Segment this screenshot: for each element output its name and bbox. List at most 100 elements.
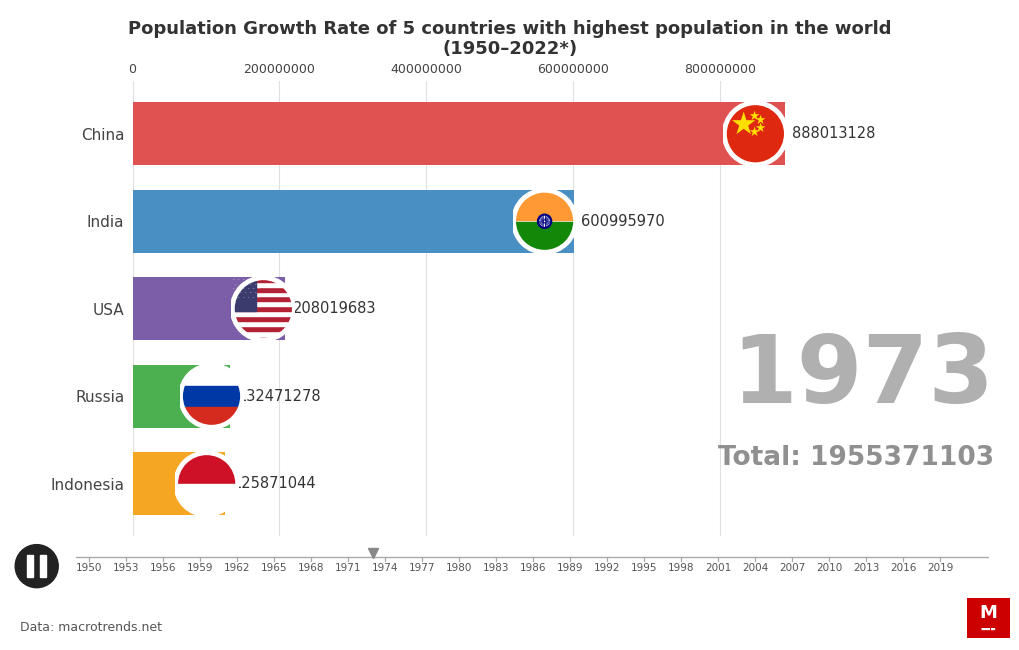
Text: ·: ·: [234, 281, 236, 287]
Bar: [28, 555, 34, 577]
Circle shape: [722, 102, 787, 166]
Bar: [231, 281, 296, 287]
Text: ·: ·: [255, 291, 256, 295]
Text: ★: ★: [754, 114, 765, 127]
Text: 1962: 1962: [223, 563, 250, 573]
Text: ·: ·: [257, 286, 259, 291]
Bar: [513, 189, 576, 220]
Bar: [231, 306, 296, 311]
Circle shape: [539, 216, 549, 226]
Bar: [231, 316, 296, 321]
Text: ·: ·: [239, 291, 242, 295]
Bar: [231, 277, 256, 311]
Text: ·: ·: [257, 278, 259, 283]
Text: 132471278: 132471278: [237, 389, 321, 404]
Bar: [179, 407, 244, 428]
Bar: [231, 321, 296, 326]
Text: 1992: 1992: [593, 563, 620, 573]
Text: ★: ★: [747, 125, 759, 138]
Bar: [231, 331, 296, 336]
Text: ·: ·: [247, 294, 249, 300]
Text: 1973: 1973: [731, 331, 994, 423]
Text: Population Growth Rate of 5 countries with highest population in the world
(1950: Population Growth Rate of 5 countries wi…: [128, 20, 891, 58]
Circle shape: [537, 214, 551, 228]
Text: ·: ·: [234, 291, 236, 295]
Bar: [231, 291, 296, 296]
Text: 888013128: 888013128: [792, 126, 874, 141]
Text: ·: ·: [247, 278, 249, 283]
Text: 1965: 1965: [261, 563, 287, 573]
Bar: [132, 102, 784, 165]
Text: Total: 1955371103: Total: 1955371103: [717, 445, 994, 471]
Text: 1986: 1986: [520, 563, 545, 573]
Bar: [231, 296, 296, 302]
Text: 1974: 1974: [371, 563, 397, 573]
Text: ▬▬▬: ▬▬▬: [979, 627, 996, 632]
Circle shape: [174, 452, 238, 515]
Text: 2016: 2016: [889, 563, 915, 573]
Text: 2001: 2001: [704, 563, 731, 573]
Text: ★: ★: [729, 111, 755, 140]
Bar: [231, 302, 296, 306]
Text: 208019683: 208019683: [292, 301, 376, 317]
Text: ·: ·: [252, 286, 254, 291]
Text: 125871044: 125871044: [232, 476, 316, 491]
Text: ·: ·: [232, 286, 234, 291]
Text: 2013: 2013: [852, 563, 878, 573]
Bar: [179, 385, 244, 407]
Text: 2019: 2019: [926, 563, 953, 573]
Bar: [179, 364, 244, 385]
Text: ·: ·: [239, 281, 242, 287]
Text: ·: ·: [237, 286, 238, 291]
Text: 1971: 1971: [334, 563, 361, 573]
Text: 1977: 1977: [409, 563, 435, 573]
Text: 1995: 1995: [630, 563, 656, 573]
Text: M: M: [978, 604, 997, 622]
Text: 600995970: 600995970: [581, 214, 664, 229]
Text: 1968: 1968: [298, 563, 324, 573]
Circle shape: [179, 364, 244, 428]
Bar: [132, 365, 229, 428]
Bar: [132, 452, 225, 515]
Circle shape: [15, 545, 58, 588]
Text: ·: ·: [257, 294, 259, 300]
Text: ·: ·: [250, 291, 252, 295]
Bar: [231, 311, 296, 316]
Text: 1950: 1950: [75, 563, 102, 573]
Bar: [231, 326, 296, 331]
Text: 1956: 1956: [150, 563, 176, 573]
Text: 1980: 1980: [445, 563, 472, 573]
Bar: [174, 452, 238, 484]
Text: ·: ·: [243, 286, 244, 291]
Text: 1989: 1989: [556, 563, 583, 573]
Text: ·: ·: [245, 281, 247, 287]
Text: ·: ·: [255, 281, 256, 287]
Text: ·: ·: [247, 286, 249, 291]
Bar: [513, 222, 576, 254]
Text: 2007: 2007: [779, 563, 804, 573]
Text: ·: ·: [232, 278, 234, 283]
Text: Data: macrotrends.net: Data: macrotrends.net: [20, 621, 162, 634]
Circle shape: [231, 277, 296, 341]
Circle shape: [513, 189, 576, 254]
Bar: [174, 484, 238, 515]
Text: ·: ·: [232, 294, 234, 300]
Text: ·: ·: [243, 294, 244, 300]
Text: 1953: 1953: [112, 563, 139, 573]
Bar: [132, 278, 285, 340]
Bar: [231, 287, 296, 291]
Bar: [132, 190, 574, 253]
Text: ·: ·: [252, 278, 254, 283]
Text: ★: ★: [754, 122, 765, 135]
Text: 1983: 1983: [482, 563, 508, 573]
Bar: [231, 336, 296, 341]
Text: ·: ·: [250, 281, 252, 287]
Text: ·: ·: [252, 294, 254, 300]
Text: 1998: 1998: [667, 563, 694, 573]
Text: ·: ·: [245, 291, 247, 295]
Text: ·: ·: [243, 278, 244, 283]
Text: 2004: 2004: [741, 563, 767, 573]
Text: 1959: 1959: [186, 563, 213, 573]
Bar: [231, 277, 296, 281]
Text: ·: ·: [237, 278, 238, 283]
